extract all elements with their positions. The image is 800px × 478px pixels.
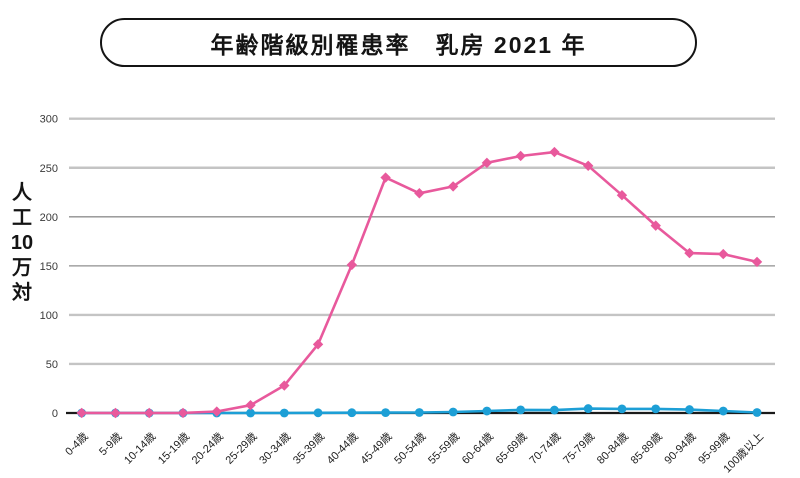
y-axis-unit-char: 10 — [10, 232, 34, 254]
pink-line-marker — [515, 150, 526, 162]
pink-line-marker — [481, 157, 493, 169]
x-category-label: 15-19歳 — [155, 430, 192, 467]
pink-line-marker — [549, 146, 560, 158]
pink-line-marker — [245, 399, 256, 411]
x-category-label: 30-34歳 — [257, 430, 294, 467]
blue-line-marker — [617, 404, 627, 414]
y-tick-label: 50 — [46, 359, 58, 371]
blue-line-marker — [718, 406, 728, 416]
blue-line-marker — [414, 408, 424, 417]
chart-title: 年齢階級別罹患率 乳房 2021 年 — [210, 31, 587, 58]
x-category-label: 0-4歳 — [63, 430, 91, 458]
x-category-label: 5-9歳 — [96, 430, 124, 458]
x-category-label: 55-59歳 — [425, 430, 462, 467]
blue-line-marker — [246, 408, 255, 418]
pink-line-marker — [312, 339, 324, 350]
y-tick-label: 0 — [52, 408, 58, 420]
y-tick-label: 300 — [40, 114, 58, 126]
pink-line-marker — [177, 407, 189, 419]
x-category-label: 45-49歳 — [358, 430, 395, 467]
blue-line-marker — [347, 408, 357, 418]
x-category-label: 10-14歳 — [121, 430, 158, 467]
y-axis-unit-char: 人 — [12, 182, 32, 204]
pink-line-marker — [110, 407, 121, 419]
pink-line-marker — [650, 220, 661, 231]
pink-line-marker — [279, 380, 290, 391]
pink-line-marker — [414, 188, 425, 199]
x-category-label: 50-54歳 — [392, 430, 429, 467]
blue-line-marker — [685, 405, 694, 414]
y-axis-unit-label: 人工 10 万対 — [6, 181, 38, 306]
x-category-label: 65-69歳 — [493, 430, 530, 467]
x-category-label: 90-94歳 — [662, 430, 699, 467]
y-tick-label: 100 — [40, 310, 58, 322]
x-category-label: 70-74歳 — [527, 430, 564, 467]
y-axis-unit-char: 万 — [12, 257, 32, 279]
pink-line-marker — [76, 407, 87, 419]
pink-line-marker — [616, 190, 628, 201]
x-category-label: 85-89歳 — [628, 430, 665, 467]
x-category-label: 25-29歳 — [223, 430, 260, 467]
y-tick-label: 250 — [40, 163, 58, 175]
x-category-label: 40-44歳 — [324, 430, 361, 467]
pink-line-marker — [447, 181, 459, 192]
y-axis-unit-char: 工 — [12, 207, 32, 229]
pink-line-marker — [380, 172, 391, 183]
blue-line-marker — [550, 405, 559, 415]
blue-line-marker — [313, 408, 323, 418]
pink-line-marker — [346, 259, 358, 271]
x-category-label: 20-24歳 — [189, 430, 226, 467]
x-category-label: 35-39歳 — [290, 430, 327, 467]
x-category-label: 80-84歳 — [594, 430, 631, 467]
y-axis-unit-char: 対 — [12, 282, 32, 304]
pink-line-marker — [718, 248, 729, 260]
pink-line-marker — [751, 256, 763, 268]
y-tick-label: 200 — [40, 212, 58, 224]
pink-line-marker — [211, 406, 222, 417]
blue-line-marker — [279, 408, 289, 418]
blue-line-marker — [516, 405, 526, 415]
blue-line-marker — [381, 408, 390, 418]
blue-line-marker — [651, 404, 661, 414]
x-category-label: 60-64歳 — [459, 430, 496, 467]
chart-title-box: 年齢階級別罹患率 乳房 2021 年 — [100, 18, 697, 67]
blue-line-marker — [752, 408, 762, 417]
y-tick-label: 150 — [40, 261, 58, 273]
x-category-label: 75-79歳 — [560, 430, 597, 467]
pink-line-marker — [144, 407, 155, 419]
blue-line-marker — [448, 407, 458, 417]
pink-line-marker — [684, 247, 695, 259]
pink-line-marker — [582, 160, 594, 171]
blue-line-marker — [583, 404, 593, 413]
blue-line-marker — [482, 406, 492, 416]
